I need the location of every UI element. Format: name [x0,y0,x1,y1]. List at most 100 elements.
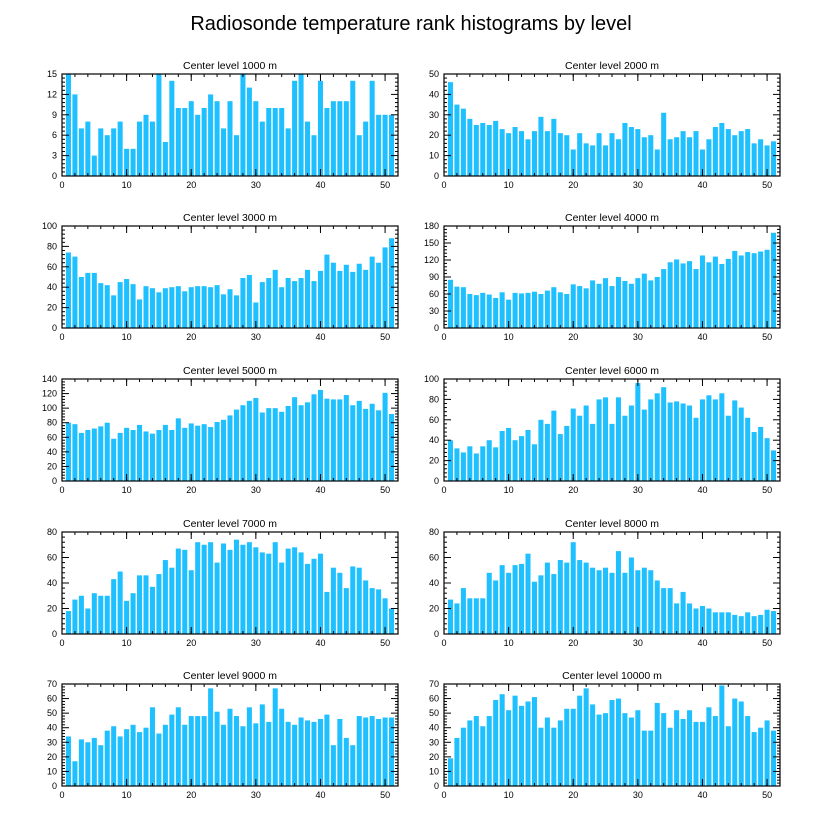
bar [330,262,336,328]
bar [745,252,751,328]
bar [732,614,738,635]
bar [473,716,479,786]
bar [661,269,667,328]
bar [311,558,317,634]
x-tick-label: 30 [633,485,643,495]
bar [687,710,693,786]
bar [292,80,298,176]
bar [188,287,194,328]
bar [771,611,777,634]
x-tick-label: 10 [504,332,514,342]
bar [531,131,537,176]
x-tick-label: 10 [122,180,132,190]
bar [214,285,220,328]
bar [175,548,181,634]
bar [72,94,78,176]
bar [324,398,330,481]
x-tick-label: 40 [315,485,325,495]
x-tick-label: 0 [441,180,446,190]
y-tick-label: 40 [47,447,57,457]
bar [538,419,544,481]
bar [460,108,466,176]
bar [259,121,265,176]
y-tick-label: 120 [42,389,57,399]
bar [635,710,641,786]
bar [317,389,323,481]
bar [98,595,104,634]
bar [609,700,615,786]
bar [506,710,512,786]
bar [628,283,634,328]
bar [680,403,686,481]
bar [603,567,609,634]
chart-panel-4: Center level 4000 m 0 10 20 30 40 50 0 30 60 90 120… [424,212,781,342]
bar [330,101,336,176]
bar [130,593,136,634]
bar [467,720,473,786]
bar [85,742,91,786]
y-tick-label: 100 [42,403,57,413]
x-tick-label: 40 [697,332,707,342]
bar [272,688,278,786]
bar [538,727,544,786]
panel-title: Center level 8000 m [565,518,659,530]
bar [272,408,278,481]
bar [732,698,738,786]
x-tick-label: 0 [59,638,64,648]
bar [648,135,654,176]
bar [512,695,518,786]
y-tick-label: 0 [52,171,57,181]
bar [667,402,673,481]
bar [201,716,207,786]
y-tick-label: 0 [434,629,439,639]
bar [259,282,265,328]
bar [137,299,143,328]
bar [577,695,583,786]
bar [305,720,311,786]
bar [143,286,149,328]
bar [687,405,693,481]
y-tick-label: 30 [47,737,57,747]
bar [525,701,531,786]
bar [648,399,654,481]
bar [654,149,660,176]
bar [253,101,259,176]
bar [337,572,343,634]
chart-panel-7: Center level 7000 m 0 10 20 30 40 50 0 20 40 60 80 [47,518,399,648]
bar [285,278,291,328]
bar [98,283,104,328]
bar [732,400,738,481]
chart-panel-10: Center level 10000 m 0 10 20 30 40 50 0 10 20 30 40… [429,670,781,800]
bar [195,425,201,481]
y-tick-label: 0 [434,323,439,333]
bar [738,131,744,176]
y-tick-label: 70 [429,679,439,689]
bar [78,595,84,634]
bar [544,562,550,634]
bar [641,137,647,176]
bar [376,410,382,481]
bar [641,409,647,481]
bar [544,423,550,481]
bar [240,405,246,481]
bar [227,708,233,786]
x-tick-label: 20 [186,332,196,342]
bar [253,723,259,786]
bar [499,292,505,328]
bar [298,552,304,634]
bar [195,114,201,176]
bar [693,417,699,481]
panel-title: Center level 1000 m [183,60,277,72]
x-tick-label: 50 [762,332,772,342]
y-tick-label: 90 [429,272,439,282]
bar [195,286,201,328]
bar [725,415,731,481]
bar [324,254,330,328]
bar [72,256,78,328]
bar [693,721,699,786]
bar [330,567,336,634]
bar [343,264,349,328]
bar [272,108,278,176]
bar [233,135,239,176]
bar [467,446,473,481]
